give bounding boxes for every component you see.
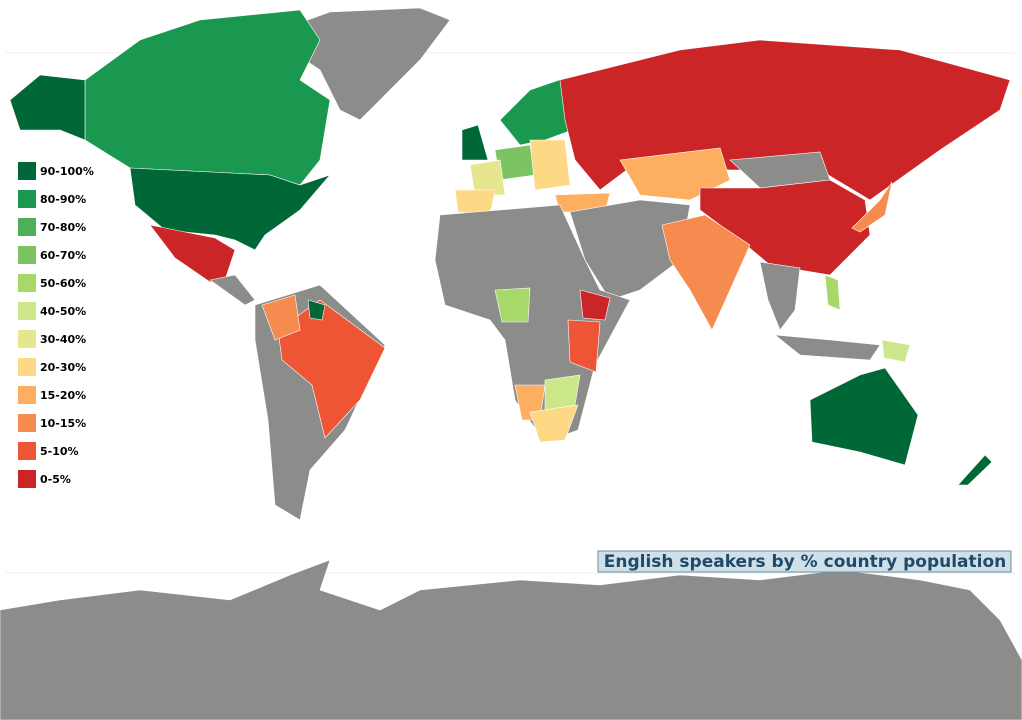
legend-label: 20-30% [40,361,86,374]
new-zealand [957,454,993,486]
greenland [279,7,451,121]
legend-swatch [18,414,36,432]
southeast-asia [759,261,801,331]
legend-label: 90-100% [40,165,94,178]
legend: 90-100% 80-90% 70-80% 60-70% 50-60% 40-50% 30-… [18,162,94,488]
legend-label: 70-80% [40,221,86,234]
legend-swatch [18,274,36,292]
legend-swatch [18,302,36,320]
legend-label: 80-90% [40,193,86,206]
guyana [307,299,326,321]
legend-label: 15-20% [40,389,86,402]
colombia [261,294,301,341]
nigeria [494,287,531,323]
legend-swatch [18,218,36,236]
legend-label: 60-70% [40,249,86,262]
legend-label: 5-10% [40,445,79,458]
papua [881,339,911,363]
usa [129,167,331,251]
legend-label: 30-40% [40,333,86,346]
antarctica [0,559,1022,720]
legend-swatch [18,358,36,376]
map-title: English speakers by % country population [604,552,1007,572]
central-america [209,274,256,306]
title-box [597,550,1012,573]
legend-swatch [18,246,36,264]
philippines [824,274,841,311]
middle-east [569,199,691,301]
legend-label: 10-15% [40,417,86,430]
canada [84,9,331,186]
legend-swatch [18,470,36,488]
eastern-europe [529,139,571,191]
france [469,159,506,196]
legend-swatch [18,190,36,208]
ethiopia [579,289,611,321]
legend-swatch [18,386,36,404]
zimbabwe [544,374,581,411]
uk [461,124,489,161]
brazil [277,299,386,439]
east-africa [567,319,601,373]
australia [809,367,919,466]
japan [851,181,893,233]
legend-label: 40-50% [40,305,86,318]
alaska [9,74,86,141]
legend-swatch [18,442,36,460]
india [661,214,751,331]
legend-label: 50-60% [40,277,86,290]
south-africa [529,404,579,443]
indonesia [774,334,881,361]
legend-swatch [18,162,36,180]
legend-label: 0-5% [40,473,71,486]
legend-swatch [18,330,36,348]
countries [0,7,1022,720]
